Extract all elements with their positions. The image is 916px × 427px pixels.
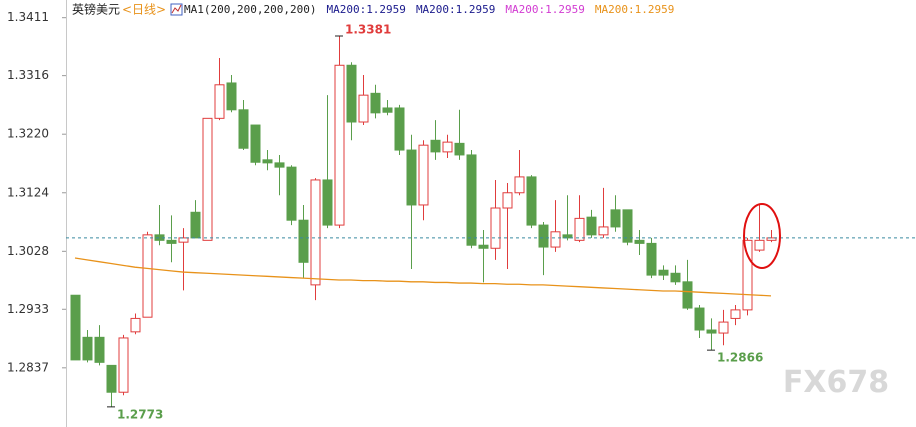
candle-body xyxy=(574,217,585,241)
candle-body xyxy=(514,176,525,194)
indicator-label: MA200:1.2959 xyxy=(595,3,674,16)
candle-body xyxy=(190,211,201,239)
candle-body xyxy=(466,154,477,246)
candle-body xyxy=(538,224,549,248)
ma-line xyxy=(74,257,772,297)
indicator-icon-glyph xyxy=(171,4,182,14)
candle-body xyxy=(382,107,393,113)
candle-body xyxy=(646,242,657,276)
candle-body xyxy=(274,162,285,168)
candle-body xyxy=(82,336,93,361)
indicator-icon[interactable] xyxy=(170,3,183,16)
candle-body xyxy=(166,239,177,244)
header: 英镑美元 <日线> xyxy=(72,2,183,17)
y-tick-label: 1.2933 xyxy=(7,302,49,316)
candle-body xyxy=(562,234,573,239)
candle-body xyxy=(298,219,309,263)
highlight-circle xyxy=(743,203,781,269)
candle-body xyxy=(310,179,321,286)
candle-body xyxy=(286,166,297,221)
candle-body xyxy=(670,272,681,283)
candle-body xyxy=(634,239,645,244)
candle-body xyxy=(694,307,705,331)
candle-body xyxy=(598,226,609,236)
y-tick-label: 1.3220 xyxy=(7,127,49,141)
candle-body xyxy=(706,329,717,334)
candle-body xyxy=(130,317,141,333)
candle-body xyxy=(178,237,189,243)
candle-body xyxy=(406,149,417,206)
candle-body xyxy=(622,209,633,243)
y-tick-label: 1.3411 xyxy=(7,10,49,24)
candle-body xyxy=(118,337,129,393)
candle-body xyxy=(526,176,537,226)
candle-body xyxy=(454,142,465,156)
candle-body xyxy=(250,124,261,163)
candle-body xyxy=(442,141,453,153)
candle-body xyxy=(490,207,501,249)
candle-body xyxy=(766,237,777,241)
indicator-label: MA1(200,200,200,200) xyxy=(184,3,316,16)
candle-body xyxy=(430,139,441,153)
extreme-label: 1.2866 xyxy=(717,351,763,365)
indicator-label: MA200:1.2959 xyxy=(505,3,584,16)
candle-body xyxy=(334,64,345,226)
candle-body xyxy=(742,239,753,311)
instrument-title: 英镑美元 xyxy=(72,2,120,17)
candle-body xyxy=(550,231,561,248)
candle-body xyxy=(238,109,249,149)
candle-body xyxy=(754,239,765,251)
period-label: <日线> xyxy=(122,3,166,17)
y-tick-label: 1.3124 xyxy=(7,185,49,199)
candle-body xyxy=(346,64,357,123)
candle-body xyxy=(682,281,693,309)
candle-body xyxy=(370,92,381,114)
indicator-label: MA200:1.2959 xyxy=(416,3,495,16)
candle-body xyxy=(358,94,369,123)
indicator-label: MA200:1.2959 xyxy=(326,3,405,16)
extreme-label: 1.2773 xyxy=(117,407,163,421)
candle-body xyxy=(226,82,237,111)
watermark: FX678 xyxy=(783,365,889,400)
y-tick-label: 1.3028 xyxy=(7,244,49,258)
candle-body xyxy=(394,107,405,151)
candle-body xyxy=(262,159,273,164)
candle-body xyxy=(610,209,621,228)
candle-body xyxy=(322,179,333,226)
candle-body xyxy=(658,269,669,276)
y-tick-label: 1.2837 xyxy=(7,360,49,374)
candle-body xyxy=(586,216,597,236)
candle-body xyxy=(214,84,225,119)
candle-body xyxy=(478,244,489,249)
extreme-label: 1.3381 xyxy=(345,22,391,36)
candle-body xyxy=(70,294,81,361)
candle-body xyxy=(94,336,105,363)
y-tick-label: 1.3316 xyxy=(7,68,49,82)
candle-body xyxy=(502,192,513,209)
candle-body xyxy=(106,364,117,393)
candle-body xyxy=(418,144,429,206)
candle-body xyxy=(202,117,213,241)
candle-body xyxy=(718,321,729,334)
candle-body xyxy=(730,309,741,319)
candle-body xyxy=(142,234,153,318)
